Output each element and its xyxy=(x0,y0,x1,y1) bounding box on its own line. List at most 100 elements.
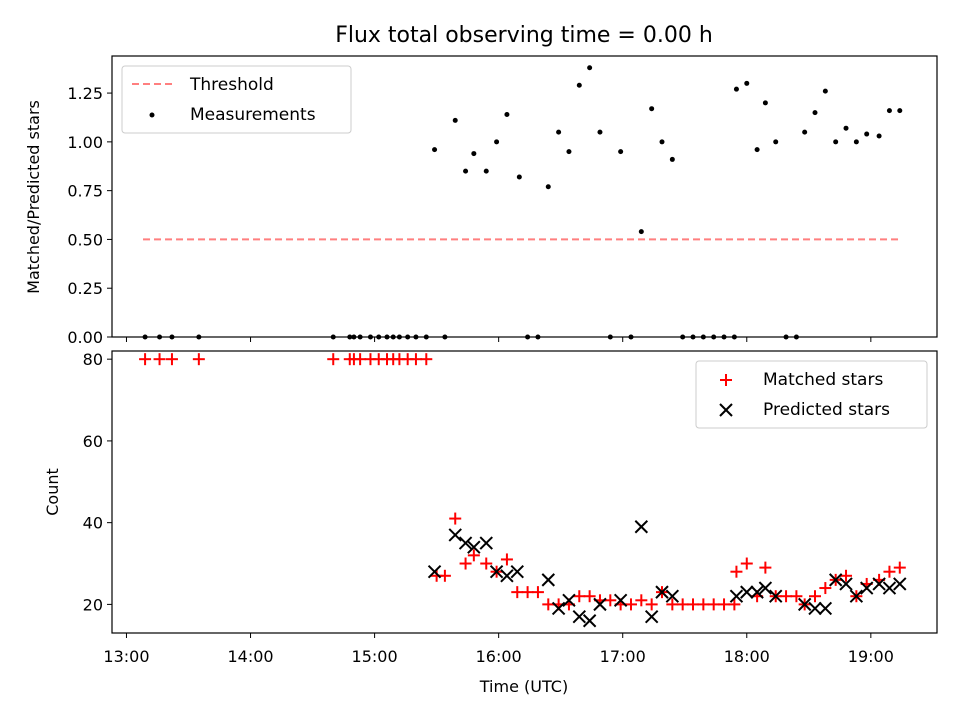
measurement-point xyxy=(822,88,828,94)
x-tick-label: 18:00 xyxy=(724,647,770,666)
matched-star-point xyxy=(697,598,710,611)
count-y-tick-label: 20 xyxy=(83,595,103,614)
predicted-star-point xyxy=(510,564,524,579)
measurement-point xyxy=(556,129,562,135)
measurement-point xyxy=(812,110,818,116)
matched-star-point xyxy=(420,353,433,366)
matched-legend-label: Matched stars xyxy=(763,370,883,390)
predicted-star-point xyxy=(839,577,853,591)
matched-star-point xyxy=(438,569,451,582)
measurement-point xyxy=(843,125,849,131)
predicted-star-point xyxy=(872,577,886,591)
measurement-point xyxy=(886,108,892,114)
measurement-point xyxy=(876,133,882,139)
predicted-star-point xyxy=(849,589,864,603)
matched-star-point xyxy=(780,590,793,603)
predicted-star-point xyxy=(828,573,843,587)
x-tick-label: 14:00 xyxy=(227,647,273,666)
measurement-point xyxy=(471,151,477,157)
predicted-star-point xyxy=(758,581,773,595)
ratio-panel: 0.00 0.25 0.50 0.75 1.00 1.25 Matched/Predict… xyxy=(24,55,938,347)
matched-star-point xyxy=(604,594,617,607)
matched-star-point xyxy=(354,353,367,366)
ratio-y-axis-label: Matched/Predicted stars xyxy=(24,100,43,294)
matched-star-point xyxy=(467,549,480,562)
matched-star-point xyxy=(819,582,832,595)
ratio-y-axis: 0.00 0.25 0.50 0.75 1.00 1.25 xyxy=(67,84,112,347)
matched-star-point xyxy=(687,598,700,611)
measurement-point xyxy=(597,129,603,135)
ratio-legend: Threshold Measurements xyxy=(121,65,352,134)
ratio-x-ticks xyxy=(125,337,872,342)
predicted-star-point xyxy=(479,536,493,550)
predicted-star-point xyxy=(427,564,442,579)
predicted-star-point xyxy=(893,577,907,591)
count-y-tick-label: 80 xyxy=(83,350,103,369)
matched-star-point xyxy=(645,598,658,611)
count-x-axis: 13:00 14:00 15:00 16:00 17:00 18:00 19:00 xyxy=(103,633,894,666)
matched-star-point xyxy=(707,598,720,611)
measurement-point xyxy=(733,86,739,92)
threshold-legend-label: Threshold xyxy=(189,75,274,95)
predicted-star-point xyxy=(582,614,597,628)
predicted-star-point xyxy=(613,593,628,608)
matched-star-point xyxy=(139,353,152,366)
predicted-star-point xyxy=(467,540,481,554)
count-y-axis: 20 40 60 80 xyxy=(83,350,112,614)
count-y-axis-label: Count xyxy=(43,468,62,516)
matched-star-point xyxy=(809,590,822,603)
measurement-point xyxy=(864,131,870,137)
measurement-point xyxy=(483,168,489,174)
measurement-point xyxy=(576,82,582,88)
predicted-star-point xyxy=(729,589,744,603)
figure-title: Flux total observing time = 0.00 h xyxy=(335,23,713,48)
measurement-point xyxy=(638,229,644,235)
matched-star-point xyxy=(327,353,340,366)
measurement-point xyxy=(649,106,655,112)
predicted-star-point xyxy=(740,585,754,599)
measurements-legend-label: Measurements xyxy=(190,105,316,125)
measurement-point xyxy=(659,139,665,145)
count-y-tick-label: 40 xyxy=(83,514,103,533)
predicted-star-point xyxy=(593,597,607,612)
matched-star-point xyxy=(740,557,753,570)
measurement-point xyxy=(432,147,438,153)
measurement-point xyxy=(494,139,500,145)
ratio-legend-box xyxy=(121,65,352,134)
matched-star-point xyxy=(883,565,896,578)
predicted-star-point xyxy=(859,581,874,595)
predicted-star-point xyxy=(818,601,833,616)
matched-legend-swatch xyxy=(720,374,732,386)
count-panel-frame xyxy=(111,350,938,634)
matched-star-point xyxy=(583,590,596,603)
measurement-point xyxy=(618,149,624,155)
measurement-point xyxy=(773,139,779,145)
measurement-point xyxy=(762,100,768,106)
measurement-point xyxy=(833,139,839,145)
x-tick-label: 17:00 xyxy=(600,647,646,666)
matched-star-point xyxy=(759,561,772,574)
matched-star-point xyxy=(728,598,741,611)
ratio-y-tick-label: 0.75 xyxy=(67,182,103,201)
matched-star-point xyxy=(165,353,178,366)
matched-star-point xyxy=(542,598,555,611)
matched-star-point xyxy=(449,512,462,525)
predicted-star-point xyxy=(500,569,514,583)
ratio-y-tick-label: 1.25 xyxy=(67,84,103,103)
count-marks xyxy=(139,353,907,628)
matched-star-point xyxy=(624,598,637,611)
predicted-star-point xyxy=(750,585,764,599)
measurement-point xyxy=(897,108,903,114)
predicted-star-point xyxy=(797,597,812,612)
predicted-star-point xyxy=(665,589,680,603)
matched-star-point xyxy=(511,586,524,599)
measurement-point xyxy=(463,168,469,174)
measurement-point xyxy=(754,147,760,153)
matched-star-point xyxy=(500,553,513,566)
measurements-legend-swatch xyxy=(149,112,155,118)
ratio-panel-frame xyxy=(111,55,938,338)
count-y-tick-label: 60 xyxy=(83,432,103,451)
ratio-y-tick-label: 0.00 xyxy=(67,328,103,347)
predicted-star-point xyxy=(489,564,504,579)
matched-star-point xyxy=(192,353,205,366)
